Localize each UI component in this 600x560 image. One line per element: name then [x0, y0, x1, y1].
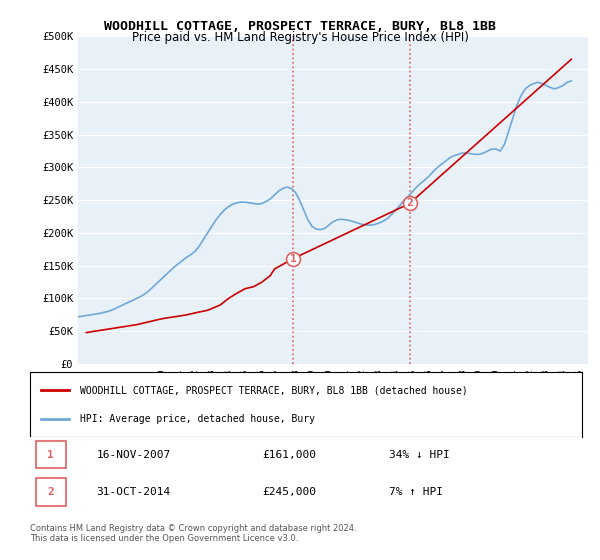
Text: 31-OCT-2014: 31-OCT-2014	[96, 487, 170, 497]
Text: 7% ↑ HPI: 7% ↑ HPI	[389, 487, 443, 497]
Text: £245,000: £245,000	[262, 487, 316, 497]
Text: WOODHILL COTTAGE, PROSPECT TERRACE, BURY, BL8 1BB: WOODHILL COTTAGE, PROSPECT TERRACE, BURY…	[104, 20, 496, 32]
FancyBboxPatch shape	[35, 478, 66, 506]
Text: 1: 1	[290, 254, 297, 264]
Text: £161,000: £161,000	[262, 450, 316, 460]
Text: 2: 2	[47, 487, 54, 497]
Text: Contains HM Land Registry data © Crown copyright and database right 2024.
This d: Contains HM Land Registry data © Crown c…	[30, 524, 356, 543]
Text: HPI: Average price, detached house, Bury: HPI: Average price, detached house, Bury	[80, 414, 314, 424]
Text: 2: 2	[406, 198, 413, 208]
Text: 16-NOV-2007: 16-NOV-2007	[96, 450, 170, 460]
Text: 1: 1	[47, 450, 54, 460]
Text: Price paid vs. HM Land Registry's House Price Index (HPI): Price paid vs. HM Land Registry's House …	[131, 31, 469, 44]
FancyBboxPatch shape	[35, 441, 66, 469]
Text: WOODHILL COTTAGE, PROSPECT TERRACE, BURY, BL8 1BB (detached house): WOODHILL COTTAGE, PROSPECT TERRACE, BURY…	[80, 385, 467, 395]
Text: 34% ↓ HPI: 34% ↓ HPI	[389, 450, 449, 460]
